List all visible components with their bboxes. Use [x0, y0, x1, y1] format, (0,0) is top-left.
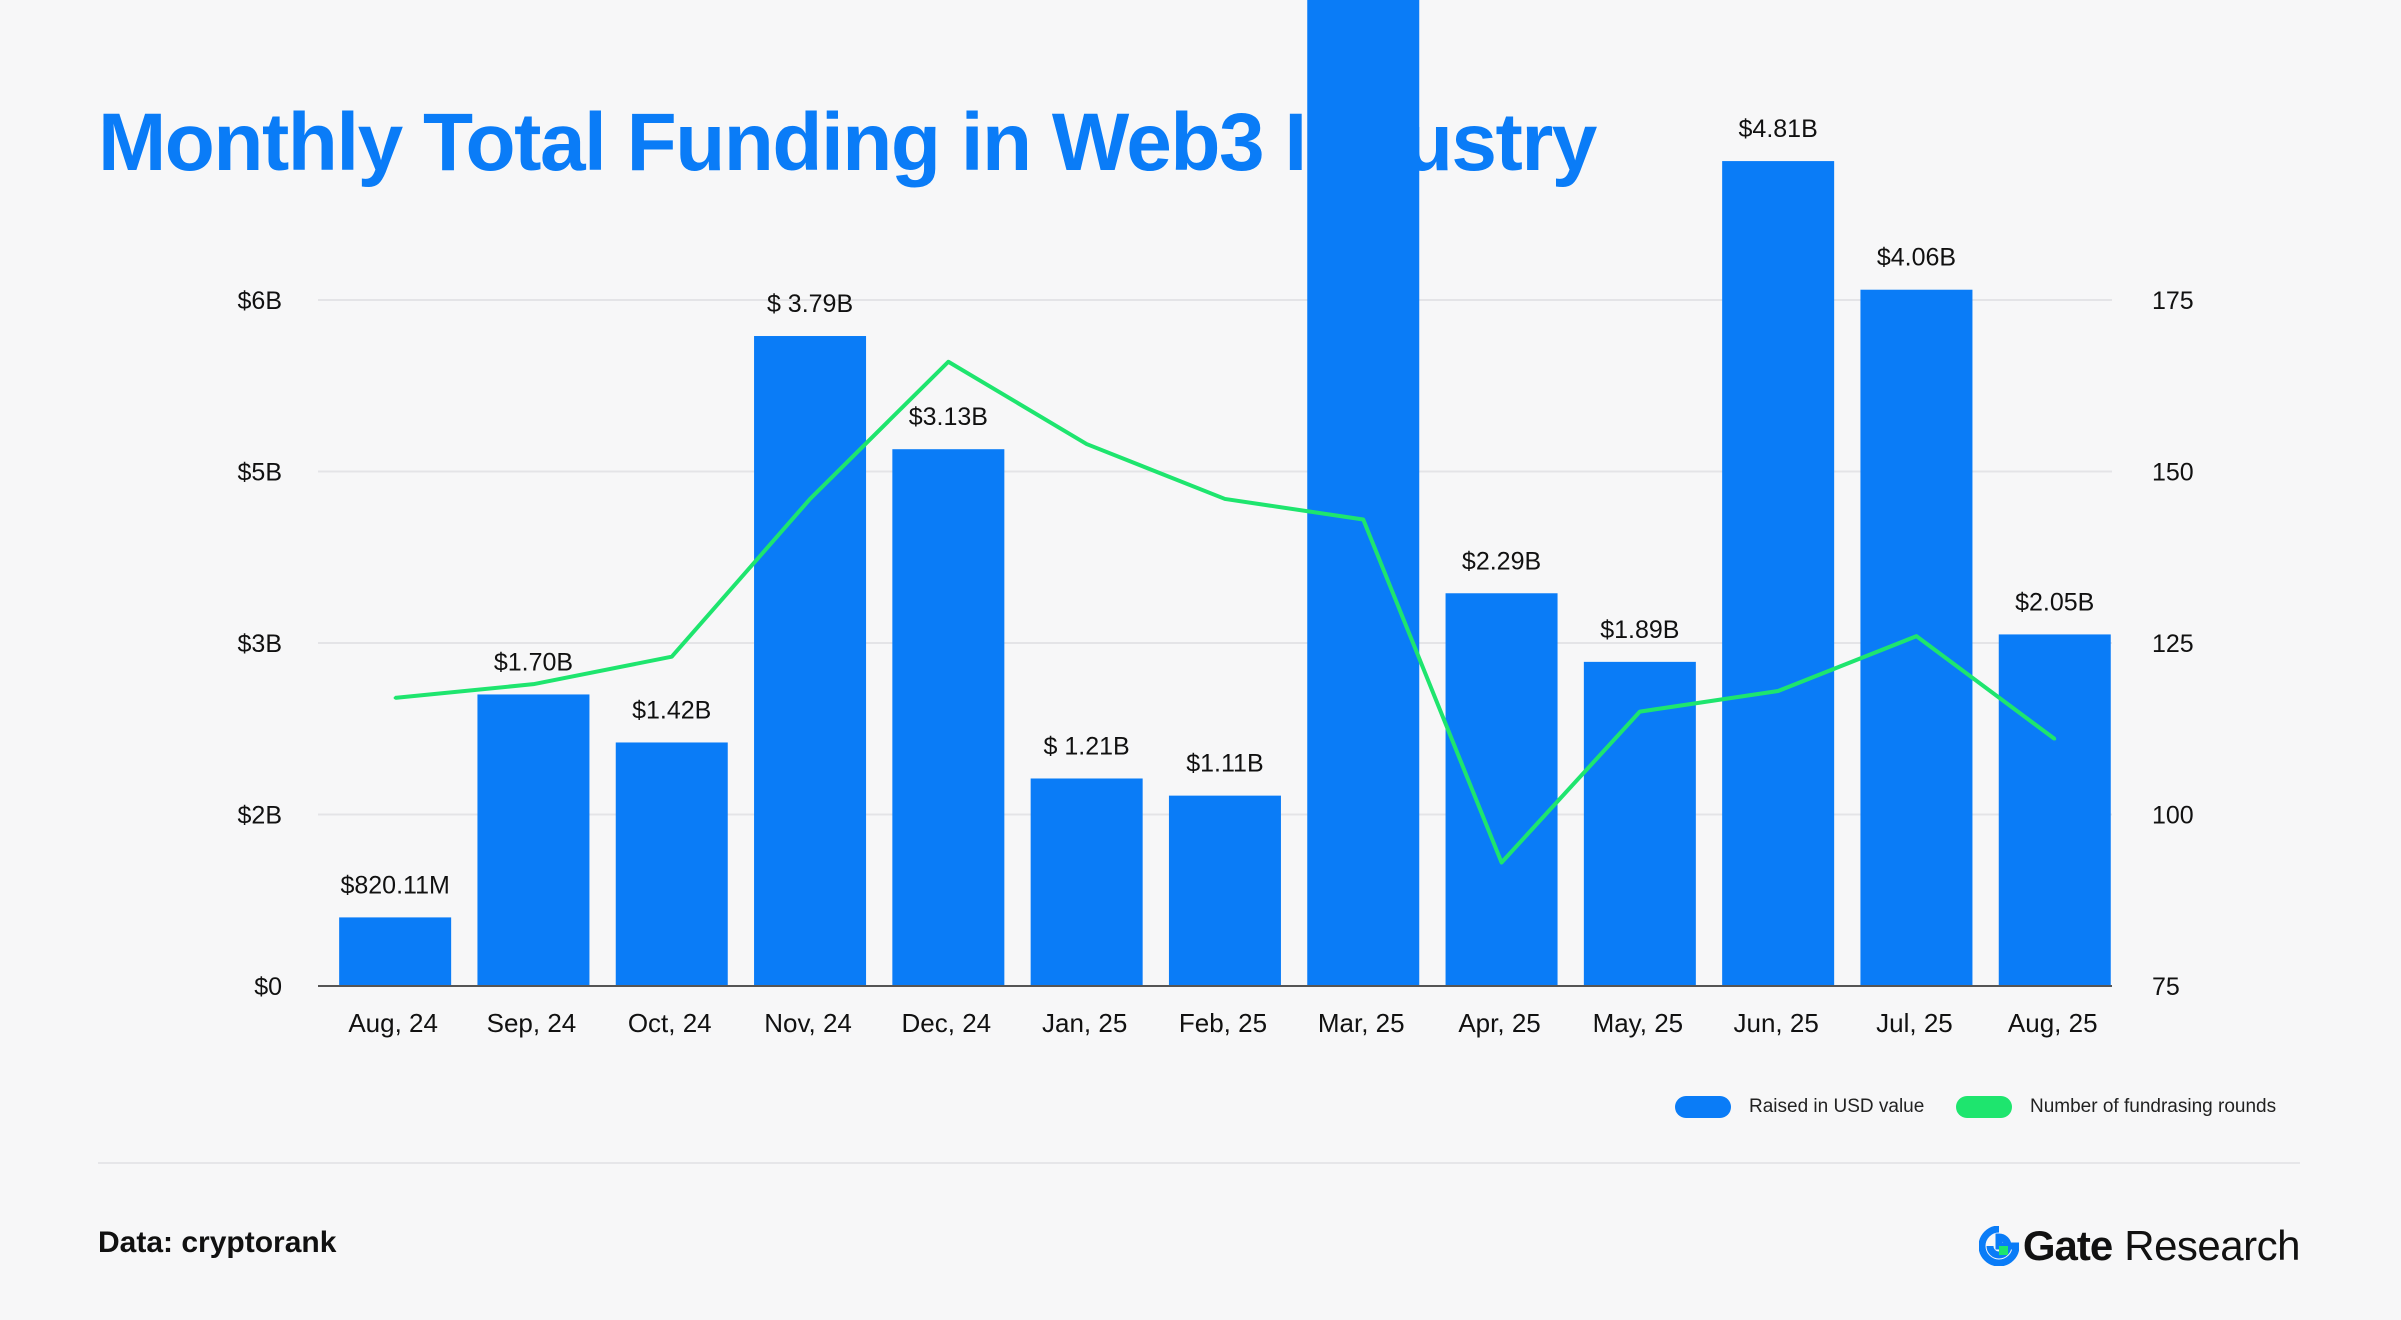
data-labels: $820.11M $1.70B $1.42B $ 3.79B $3.13B $ 1.21B…	[340, 115, 2094, 899]
bar-value-label: $2.05B	[2015, 588, 2094, 616]
bar	[1307, 0, 1420, 986]
line-point	[531, 682, 535, 686]
y-left-tick-label: $5B	[238, 459, 282, 487]
bar	[892, 449, 1005, 987]
footer-divider	[98, 1162, 2300, 1164]
line-point	[1638, 710, 1642, 714]
x-tick-label: Jan, 25	[1042, 1008, 1127, 1038]
line-point	[1500, 861, 1504, 865]
x-tick-label: Nov, 24	[764, 1008, 852, 1038]
x-tick-label: Aug, 24	[348, 1008, 438, 1038]
data-source: Data: cryptorank	[98, 1226, 337, 1259]
bar	[477, 694, 590, 986]
bar-series	[339, 0, 2111, 987]
bar-value-label: $1.89B	[1600, 616, 1679, 644]
line-point	[670, 655, 674, 659]
y-left-tick-label: $6B	[238, 287, 282, 315]
bar	[1583, 661, 1696, 986]
x-tick-label: Dec, 24	[902, 1008, 992, 1038]
line-point	[1085, 442, 1089, 446]
x-tick-label: Aug, 25	[2008, 1008, 2098, 1038]
x-tick-label: Jul, 25	[1876, 1008, 1953, 1038]
y-left-tick-label: $0	[254, 973, 282, 1001]
legend-label-bar: Raised in USD value	[1749, 1096, 1925, 1117]
bar-value-label: $4.81B	[1739, 115, 1818, 143]
x-tick-label: May, 25	[1593, 1008, 1684, 1038]
bar-value-label: $1.42B	[632, 696, 711, 724]
bar-value-label: $4.06B	[1877, 244, 1956, 272]
line-point	[808, 497, 812, 501]
y-right-tick-label: 175	[2152, 287, 2194, 315]
brand-name: Gate	[2022, 1222, 2113, 1269]
gate-logo-icon	[1978, 1226, 2019, 1266]
x-tick-label: Sep, 24	[487, 1008, 577, 1038]
bar	[1445, 593, 1558, 986]
bar	[615, 742, 728, 986]
y-right-tick-label: 150	[2152, 459, 2194, 487]
bar-value-label: $1.70B	[494, 648, 573, 676]
bar	[1168, 795, 1281, 986]
line-point	[2053, 737, 2057, 741]
y-left-tick-label: $3B	[238, 630, 282, 658]
combo-chart: $820.11M $1.70B $1.42B $ 3.79B $3.13B $ 1.21B…	[238, 0, 2194, 1038]
legend-label-line: Number of fundrasing rounds	[2030, 1096, 2277, 1117]
bar-value-label: $820.11M	[340, 871, 449, 899]
legend-swatch-line	[1956, 1096, 2012, 1118]
line-point	[1914, 634, 1918, 638]
bar-value-label: $ 1.21B	[1044, 732, 1130, 760]
line-series	[393, 359, 2057, 865]
axes: $0 $2B $3B $5B $6B 75 100 125 150 175 Aug, 24 Sep, …	[238, 287, 2194, 1038]
bar	[1722, 161, 1835, 986]
bar	[339, 917, 452, 986]
brand-logo: Gate Research	[1978, 1222, 2300, 1270]
line-point	[1361, 518, 1365, 522]
bar-value-label: $3.13B	[909, 403, 988, 431]
line-point	[1223, 497, 1227, 501]
bar-value-label: $1.11B	[1186, 750, 1263, 778]
y-left-tick-label: $2B	[238, 802, 282, 830]
bar-value-label: $ 3.79B	[767, 290, 853, 318]
x-tick-label: Feb, 25	[1179, 1008, 1267, 1038]
y-right-tick-label: 100	[2152, 802, 2194, 830]
bar	[1030, 778, 1143, 986]
line-point	[1776, 689, 1780, 693]
y-right-tick-label: 125	[2152, 630, 2194, 658]
bar	[1998, 634, 2111, 986]
bar	[754, 336, 867, 986]
line-point	[393, 696, 397, 700]
x-tick-label: Oct, 24	[628, 1008, 712, 1038]
x-tick-label: Apr, 25	[1458, 1008, 1540, 1038]
legend-item-line: Number of fundrasing rounds	[1956, 1096, 2276, 1118]
legend-swatch-bar	[1675, 1096, 1731, 1118]
x-tick-label: Mar, 25	[1318, 1008, 1405, 1038]
bar-value-label: $2.29B	[1462, 547, 1541, 575]
legend-item-bar: Raised in USD value	[1675, 1096, 1924, 1118]
y-right-tick-label: 75	[2152, 973, 2180, 1001]
brand-suffix: Research	[2124, 1222, 2300, 1269]
x-tick-label: Jun, 25	[1734, 1008, 1819, 1038]
line-point	[946, 360, 950, 364]
